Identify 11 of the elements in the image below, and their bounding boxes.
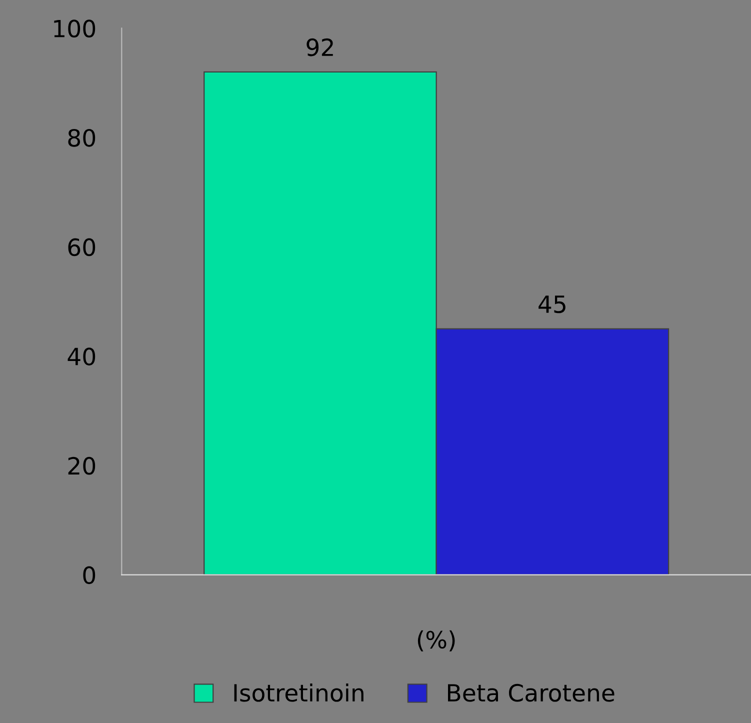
- data-label: 92: [306, 38, 333, 56]
- x-tick-label: (%): [418, 630, 455, 652]
- y-tick-label: 40: [68, 348, 96, 366]
- y-tick-label: 20: [68, 456, 96, 475]
- y-tick-label: 80: [68, 128, 96, 147]
- data-label: 45: [538, 296, 566, 314]
- legend-label: Isotretinoin: [234, 683, 364, 702]
- y-tick-label: 0: [83, 566, 96, 584]
- y-tick-label: 100: [54, 20, 96, 38]
- y-tick-label: 60: [68, 238, 96, 256]
- legend-label: Beta Carotene: [448, 684, 614, 702]
